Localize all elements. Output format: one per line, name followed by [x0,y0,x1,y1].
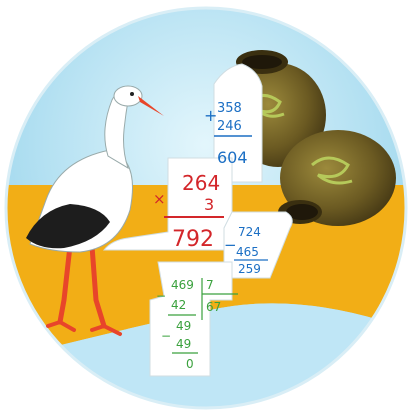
addition-top: 358 [217,101,242,116]
subtraction-bottom: 465 [236,245,259,259]
addition-result: 604 [217,148,248,167]
clay-pot-bottom [278,130,396,226]
stork-beak [138,96,164,116]
multiplication-problem: 264 × 3 792 [153,171,224,252]
subtraction-top: 724 [238,225,261,239]
division-minus-1: − [156,289,166,303]
addition-bottom: 246 [217,119,242,134]
subtraction-result: 259 [238,262,261,276]
multiplication-top: 264 [182,171,220,195]
division-minus-2: − [161,329,171,343]
multiplication-result: 792 [172,227,214,252]
subtraction-problem: − 724 465 259 [224,225,268,276]
paper-strip-addition [213,63,263,183]
stork [26,85,164,336]
multiplication-bottom: 3 [204,195,214,214]
division-step1-rem: 49 [176,319,191,333]
paper-strip-subtraction [223,211,293,279]
division-quotient: 67 [206,300,221,314]
multiplication-sign: × [153,190,166,208]
subtraction-sign: − [224,236,237,254]
division-divisor: 7 [206,278,214,292]
addition-sign: + [204,106,217,125]
division-remainder: 0 [186,357,194,371]
paper-strip-division [149,261,233,377]
division-step2-sub: 49 [176,337,191,351]
division-dividend: 469 [171,278,194,292]
addition-problem: + 358 246 604 [204,101,252,167]
paper-strip-multiplication [102,157,233,251]
division-problem: 469 7 67 − 42 49 − 49 0 [156,278,238,371]
division-step1-sub: 42 [171,298,186,312]
